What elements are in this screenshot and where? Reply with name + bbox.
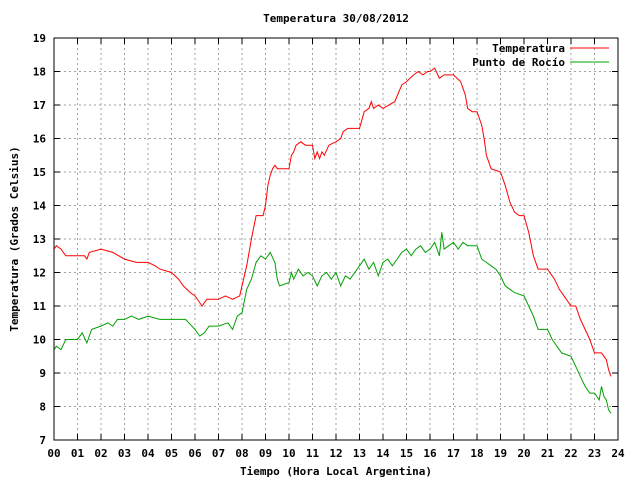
- series-line-temperatura: [53, 67, 612, 377]
- chart-title: Temperatura 30/08/2012: [263, 12, 409, 25]
- y-tick-label: 11: [33, 300, 47, 313]
- y-tick-labels: 7 8 9 10 11 12 13 14 15 16 17 18 19: [33, 32, 47, 447]
- x-tick-label: 09: [259, 447, 272, 460]
- x-tick-label: 15: [400, 447, 413, 460]
- y-tick-label: 13: [33, 233, 46, 246]
- y-tick-label: 16: [33, 133, 47, 146]
- x-tick-label: 04: [141, 447, 155, 460]
- x-tick-label: 17: [447, 447, 460, 460]
- x-axis-label: Tiempo (Hora Local Argentina): [240, 465, 432, 478]
- x-tick-label: 12: [329, 447, 342, 460]
- x-tick-label: 19: [494, 447, 507, 460]
- grid-lines: [54, 38, 618, 440]
- x-tick-label: 16: [423, 447, 437, 460]
- series-line-punto-de-rocio: [53, 232, 612, 414]
- y-tick-label: 12: [33, 267, 46, 280]
- x-tick-label: 07: [212, 447, 225, 460]
- x-tick-label: 00: [47, 447, 60, 460]
- y-tick-label: 18: [33, 66, 46, 79]
- x-tick-label: 03: [118, 447, 131, 460]
- x-tick-label: 05: [165, 447, 178, 460]
- x-tick-label: 24: [611, 447, 625, 460]
- y-tick-label: 17: [33, 99, 46, 112]
- y-tick-label: 7: [39, 434, 46, 447]
- axis-ticks: [53, 37, 619, 441]
- x-tick-labels: 00 01 02 03 04 05 06 07 08 09 10 11 12 13 14 15 16 17 18 19…: [47, 447, 625, 460]
- x-tick-label: 01: [71, 447, 85, 460]
- x-tick-label: 11: [306, 447, 320, 460]
- x-tick-label: 20: [517, 447, 530, 460]
- y-tick-label: 8: [39, 401, 46, 414]
- x-tick-label: 23: [588, 447, 601, 460]
- x-tick-label: 10: [282, 447, 295, 460]
- x-tick-label: 13: [353, 447, 366, 460]
- x-tick-label: 18: [470, 447, 483, 460]
- y-tick-label: 14: [33, 200, 47, 213]
- x-tick-label: 08: [235, 447, 248, 460]
- y-tick-label: 9: [39, 367, 46, 380]
- x-tick-label: 22: [564, 447, 577, 460]
- x-tick-label: 06: [188, 447, 202, 460]
- x-tick-label: 02: [94, 447, 107, 460]
- y-tick-label: 15: [33, 166, 46, 179]
- legend: Temperatura Punto de Rocío: [472, 42, 609, 69]
- legend-label-punto-de-rocio: Punto de Rocío: [472, 56, 565, 69]
- y-tick-label: 10: [33, 334, 46, 347]
- x-tick-label: 21: [541, 447, 555, 460]
- legend-label-temperatura: Temperatura: [492, 42, 565, 55]
- series-lines: [53, 67, 612, 414]
- y-tick-label: 19: [33, 32, 46, 45]
- x-tick-label: 14: [376, 447, 390, 460]
- y-axis-label: Temperatura (Grados Celsius): [8, 146, 21, 331]
